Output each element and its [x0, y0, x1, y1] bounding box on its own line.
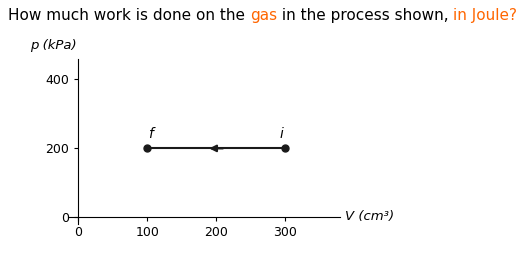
Text: in the process shown,: in the process shown,	[277, 8, 453, 23]
Text: gas: gas	[249, 8, 277, 23]
Text: f: f	[149, 127, 153, 141]
Text: i: i	[280, 127, 283, 141]
Text: in Joule?: in Joule?	[453, 8, 517, 23]
Text: V (cm³): V (cm³)	[345, 210, 394, 223]
Text: p (kPa): p (kPa)	[30, 39, 76, 52]
Text: How much work is done on the: How much work is done on the	[8, 8, 249, 23]
